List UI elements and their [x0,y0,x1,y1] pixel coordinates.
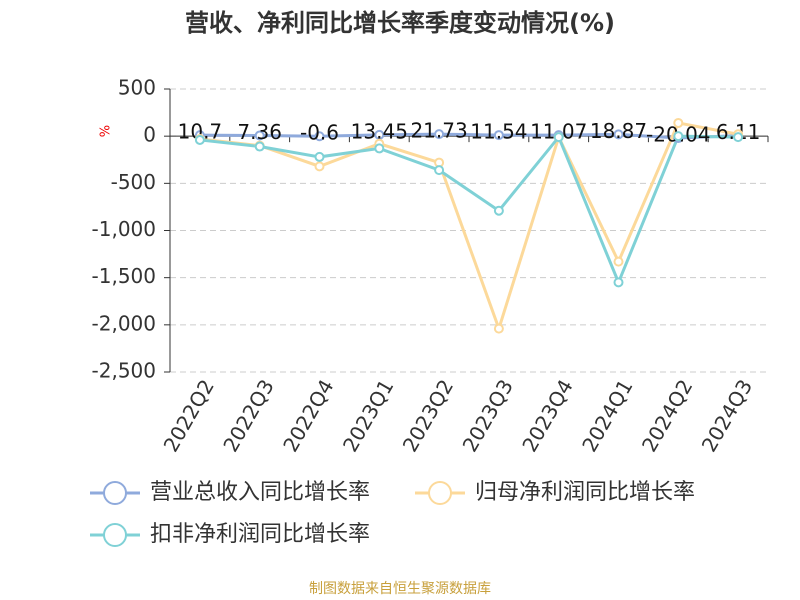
legend-marker [103,481,127,505]
series-line [199,134,739,287]
series-line [199,132,739,140]
x-tick-label: 2024Q2 [637,375,697,456]
y-axis-label: % [99,125,114,137]
source-note: 制图数据来自恒生聚源数据库 [309,581,491,597]
data-label: 11.54 [470,120,527,144]
chart-title: 营收、净利同比增长率季度变动情况(%) [185,9,615,37]
x-tick-label: 2022Q3 [218,375,278,456]
y-tick-label: -2,000 [92,311,156,335]
data-point [374,143,385,154]
data-point [314,161,325,172]
x-tick-label: 2023Q4 [517,375,577,456]
data-point [254,141,265,152]
data-point [434,165,445,176]
y-tick-label: -500 [111,170,156,194]
legend-label: 归母净利润同比增长率 [475,480,695,505]
data-point [673,117,684,128]
data-point [254,130,265,141]
data-label: -0.6 [300,121,339,145]
x-tick-label: 2023Q1 [338,375,398,456]
data-point [553,132,564,143]
y-tick-label: 0 [143,123,156,147]
x-tick-label: 2022Q2 [159,375,219,456]
data-label: 18.87 [590,119,647,143]
data-point [314,131,325,142]
data-point [493,130,504,141]
legend-label: 营业总收入同比增长率 [150,480,370,505]
legend-label: 扣非净利润同比增长率 [150,522,370,547]
data-label: 7.36 [237,120,282,144]
data-point [613,129,624,140]
y-tick-label: 500 [118,76,156,100]
series-line [199,121,739,334]
legend-marker [103,523,127,547]
data-point [733,132,744,143]
data-point [673,131,684,142]
data-point [613,277,624,288]
y-tick-label: -2,500 [92,359,156,383]
data-point [434,129,445,140]
x-tick-label: 2024Q3 [697,375,757,456]
data-point [493,205,504,216]
y-tick-label: -1,000 [92,217,156,241]
x-tick-label: 2023Q3 [458,375,518,456]
legend-marker [428,481,452,505]
x-tick-label: 2022Q4 [278,375,338,456]
data-label: 21.73 [410,119,467,143]
x-tick-label: 2024Q1 [577,375,637,456]
y-tick-label: -1,500 [92,264,156,288]
data-point [493,323,504,334]
data-point [613,256,624,267]
data-point [314,151,325,162]
x-tick-label: 2023Q2 [398,375,458,456]
data-point [194,134,205,145]
